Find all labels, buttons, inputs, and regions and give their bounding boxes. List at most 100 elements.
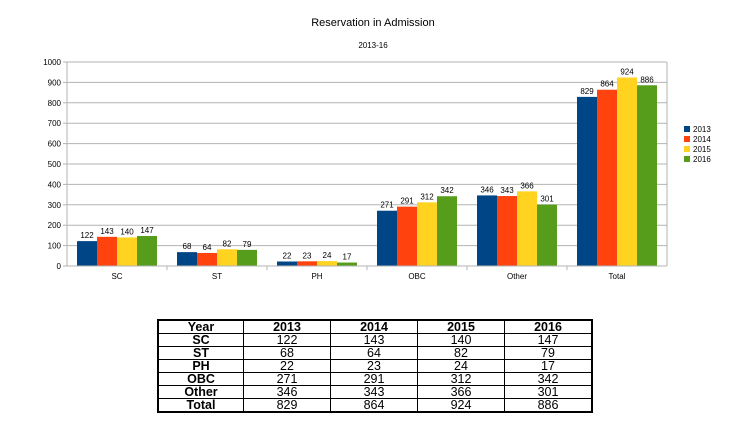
y-tick-label: 100 [48, 242, 62, 251]
bars: 122 143 140 147 68 64 82 79 22 23 24 17 271 291 312 342… [77, 68, 657, 266]
x-axis: SC ST PH OBC Other Total [67, 265, 667, 281]
y-tick-label: 200 [48, 221, 62, 230]
chart-title: Reservation in Admission [311, 17, 435, 29]
y-tick-label: 500 [48, 160, 62, 169]
data-label: 291 [400, 197, 414, 206]
legend-swatch [684, 136, 690, 142]
bar [537, 204, 557, 266]
bar [277, 261, 297, 266]
table-row: PH 22 23 24 17 [157, 359, 593, 373]
table-row: ST 68 64 82 79 [157, 346, 593, 360]
bar [577, 96, 597, 266]
bar [597, 89, 617, 266]
data-label: 829 [580, 87, 594, 96]
row-label: Other [157, 385, 244, 399]
x-tick-label: Other [507, 272, 527, 281]
data-label: 147 [140, 226, 154, 235]
table-cell: 343 [330, 385, 418, 399]
table-row: SC 122 143 140 147 [157, 333, 593, 347]
data-label: 312 [420, 192, 434, 201]
header-2016: 2016 [504, 319, 593, 334]
table-cell: 68 [243, 346, 331, 360]
bar [477, 195, 497, 266]
data-table: Year 2013 2014 2015 2016 SC 122 143 140 … [157, 319, 593, 413]
bar [297, 261, 317, 266]
table-row: Other 346 343 366 301 [157, 385, 593, 399]
data-label: 24 [323, 251, 332, 260]
bar [117, 237, 137, 266]
row-label: Total [157, 398, 244, 413]
y-axis: 0 100 200 300 400 500 600 700 800 900 1000 [43, 58, 668, 271]
data-label: 22 [283, 252, 292, 261]
bar [217, 249, 237, 266]
data-label: 140 [120, 227, 134, 236]
table-cell: 147 [504, 333, 593, 347]
y-tick-label: 0 [57, 262, 62, 271]
table-cell: 864 [330, 398, 418, 413]
table-cell: 23 [330, 359, 418, 373]
y-tick-label: 900 [48, 78, 62, 87]
data-label: 122 [80, 231, 94, 240]
y-tick-label: 400 [48, 180, 62, 189]
chart-subtitle: 2013-16 [358, 41, 388, 50]
data-label: 343 [500, 186, 514, 195]
table-cell: 886 [504, 398, 593, 413]
table-cell: 64 [330, 346, 418, 360]
table-row: OBC 271 291 312 342 [157, 372, 593, 386]
data-label: 23 [303, 251, 312, 260]
table-cell: 342 [504, 372, 593, 386]
legend-swatch [684, 156, 690, 162]
bar [517, 191, 537, 266]
bar [397, 206, 417, 266]
bar [337, 262, 357, 266]
bar [237, 249, 257, 266]
x-tick-label: ST [212, 272, 222, 281]
table-header-row: Year 2013 2014 2015 2016 [157, 319, 593, 334]
table-cell: 82 [417, 346, 505, 360]
y-tick-label: 700 [48, 119, 62, 128]
bar-chart: Reservation in Admission 2013-16 0 100 200… [43, 17, 711, 281]
data-label: 864 [600, 80, 614, 89]
bar [417, 202, 437, 266]
y-tick-label: 800 [48, 99, 62, 108]
gridlines [67, 61, 667, 267]
data-label: 924 [620, 68, 634, 77]
x-tick-label: Total [609, 272, 626, 281]
table-cell: 79 [504, 346, 593, 360]
data-label: 82 [223, 239, 232, 248]
table-cell: 140 [417, 333, 505, 347]
table-cell: 924 [417, 398, 505, 413]
table-cell: 346 [243, 385, 331, 399]
bar [77, 241, 97, 266]
x-tick-label: SC [111, 272, 122, 281]
legend-label: 2013 [693, 125, 711, 134]
header-2015: 2015 [417, 319, 505, 334]
y-tick-label: 1000 [43, 58, 61, 67]
data-label: 79 [243, 240, 252, 249]
header-2013: 2013 [243, 319, 331, 334]
table-cell: 122 [243, 333, 331, 347]
table-cell: 312 [417, 372, 505, 386]
bar [317, 261, 337, 266]
bar [197, 252, 217, 266]
data-label: 346 [480, 185, 494, 194]
legend-label: 2016 [693, 155, 711, 164]
data-label: 366 [520, 181, 534, 190]
legend-label: 2015 [693, 145, 711, 154]
row-label: OBC [157, 372, 244, 386]
bar [497, 196, 517, 266]
header-year: Year [157, 319, 244, 334]
table-cell: 143 [330, 333, 418, 347]
table-cell: 24 [417, 359, 505, 373]
header-2014: 2014 [330, 319, 418, 334]
data-label: 17 [343, 253, 352, 262]
data-label: 64 [203, 243, 212, 252]
bar [97, 236, 117, 266]
data-label: 886 [640, 75, 654, 84]
data-label: 342 [440, 186, 454, 195]
table-cell: 271 [243, 372, 331, 386]
bar [177, 252, 197, 266]
row-label: ST [157, 346, 244, 360]
data-label: 271 [380, 201, 394, 210]
legend-label: 2014 [693, 135, 711, 144]
